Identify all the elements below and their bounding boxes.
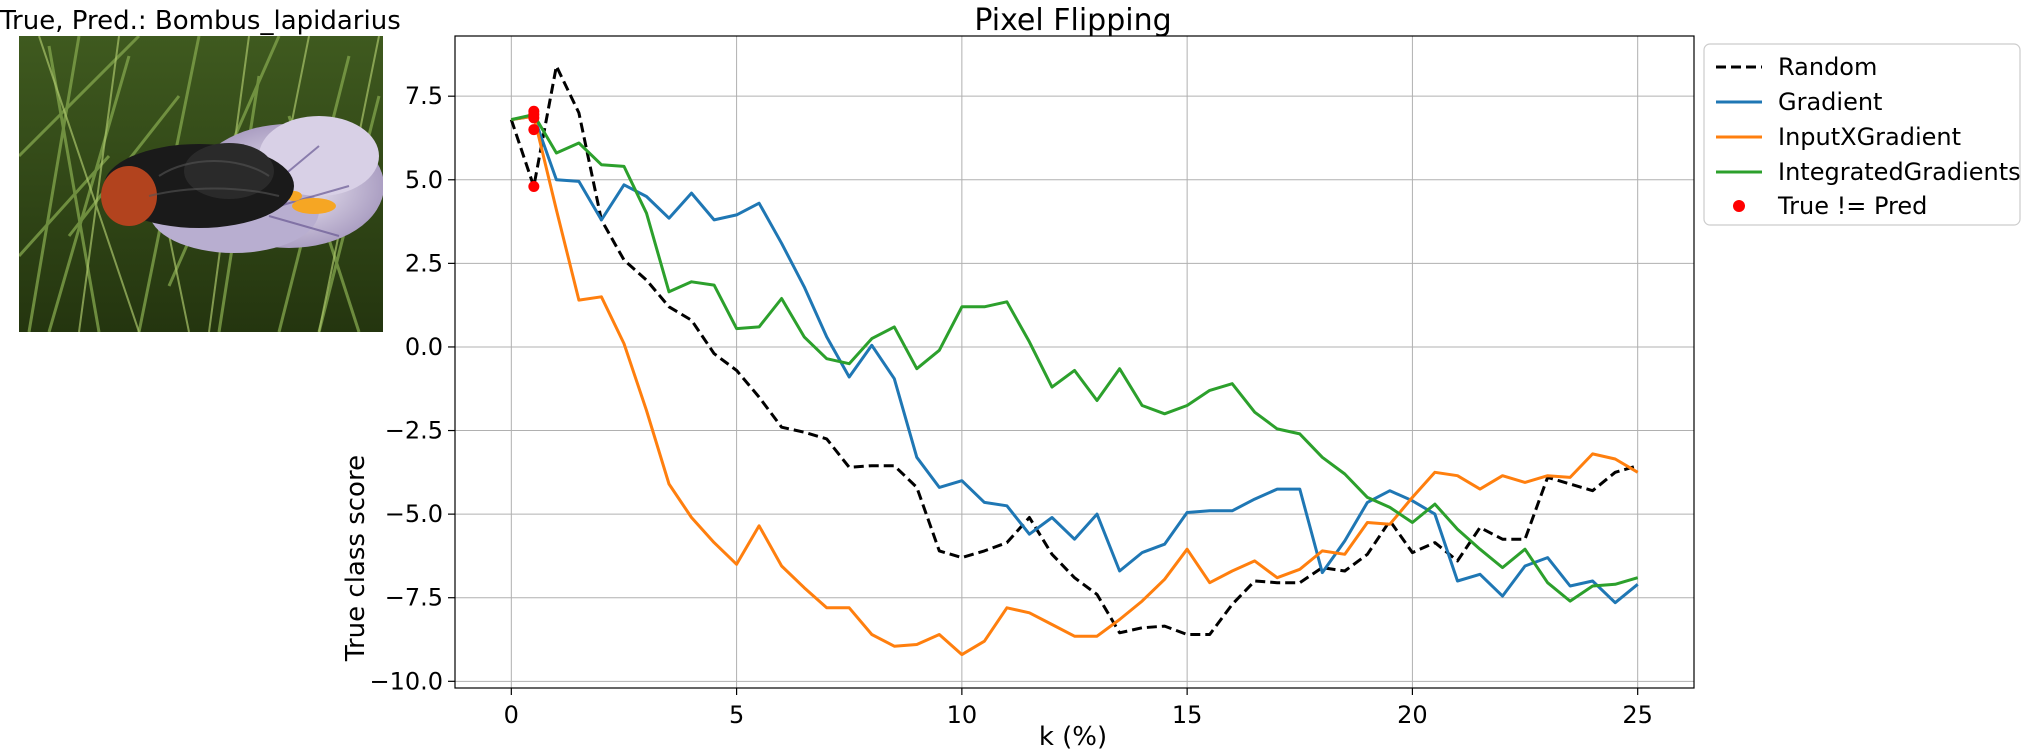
mismatch-point xyxy=(528,124,540,136)
series-layer xyxy=(509,64,1639,657)
legend-label-true-neq-pred: True != Pred xyxy=(1777,192,1927,220)
bumblebee-on-crocus-image xyxy=(19,36,383,332)
x-tick-label: 20 xyxy=(1397,701,1428,729)
y-tick-label: −2.5 xyxy=(385,417,443,445)
y-tick-label: 7.5 xyxy=(405,82,443,110)
series-line-random xyxy=(509,64,1639,636)
mismatch-markers xyxy=(528,105,540,192)
series-line-integratedgradients xyxy=(510,113,1639,603)
legend-label-integratedgradients: IntegratedGradients xyxy=(1778,158,2021,186)
image-panel-title: True, Pred.: Bombus_lapidarius xyxy=(0,6,401,36)
y-axis-label: True class score xyxy=(341,455,371,662)
x-axis-ticks: 0 5 10 15 20 25 xyxy=(504,688,1653,729)
series-line-inputxgradient xyxy=(511,114,1639,657)
y-tick-label: −5.0 xyxy=(385,500,443,528)
x-tick-label: 5 xyxy=(729,701,744,729)
mismatch-point xyxy=(528,180,540,192)
mismatch-point xyxy=(528,105,540,117)
chart-title: Pixel Flipping xyxy=(974,3,1171,38)
x-tick-label: 15 xyxy=(1172,701,1203,729)
y-axis-ticks: −10.0 −7.5 −5.0 −2.5 0.0 2.5 5.0 7.5 xyxy=(369,82,455,695)
y-tick-label: −7.5 xyxy=(385,584,443,612)
legend-label-gradient: Gradient xyxy=(1778,88,1882,116)
x-tick-label: 0 xyxy=(504,701,519,729)
legend: Random Gradient InputXGradient Integrate… xyxy=(1703,43,2021,226)
legend-swatch-true-neq-pred xyxy=(1733,200,1745,212)
legend-box xyxy=(1703,43,2021,226)
series-line-gradient xyxy=(511,114,1639,605)
y-tick-label: 5.0 xyxy=(405,166,443,194)
legend-label-inputxgradient: InputXGradient xyxy=(1778,123,1961,151)
bumblebee-photo xyxy=(19,36,383,332)
y-tick-label: −10.0 xyxy=(369,667,443,695)
y-tick-label: 0.0 xyxy=(405,333,443,361)
x-tick-label: 25 xyxy=(1622,701,1653,729)
plot-frame xyxy=(454,35,1695,689)
y-tick-label: 2.5 xyxy=(405,249,443,277)
x-axis-label: k (%) xyxy=(1039,722,1107,752)
x-tick-label: 10 xyxy=(947,701,978,729)
legend-label-random: Random xyxy=(1778,53,1877,81)
